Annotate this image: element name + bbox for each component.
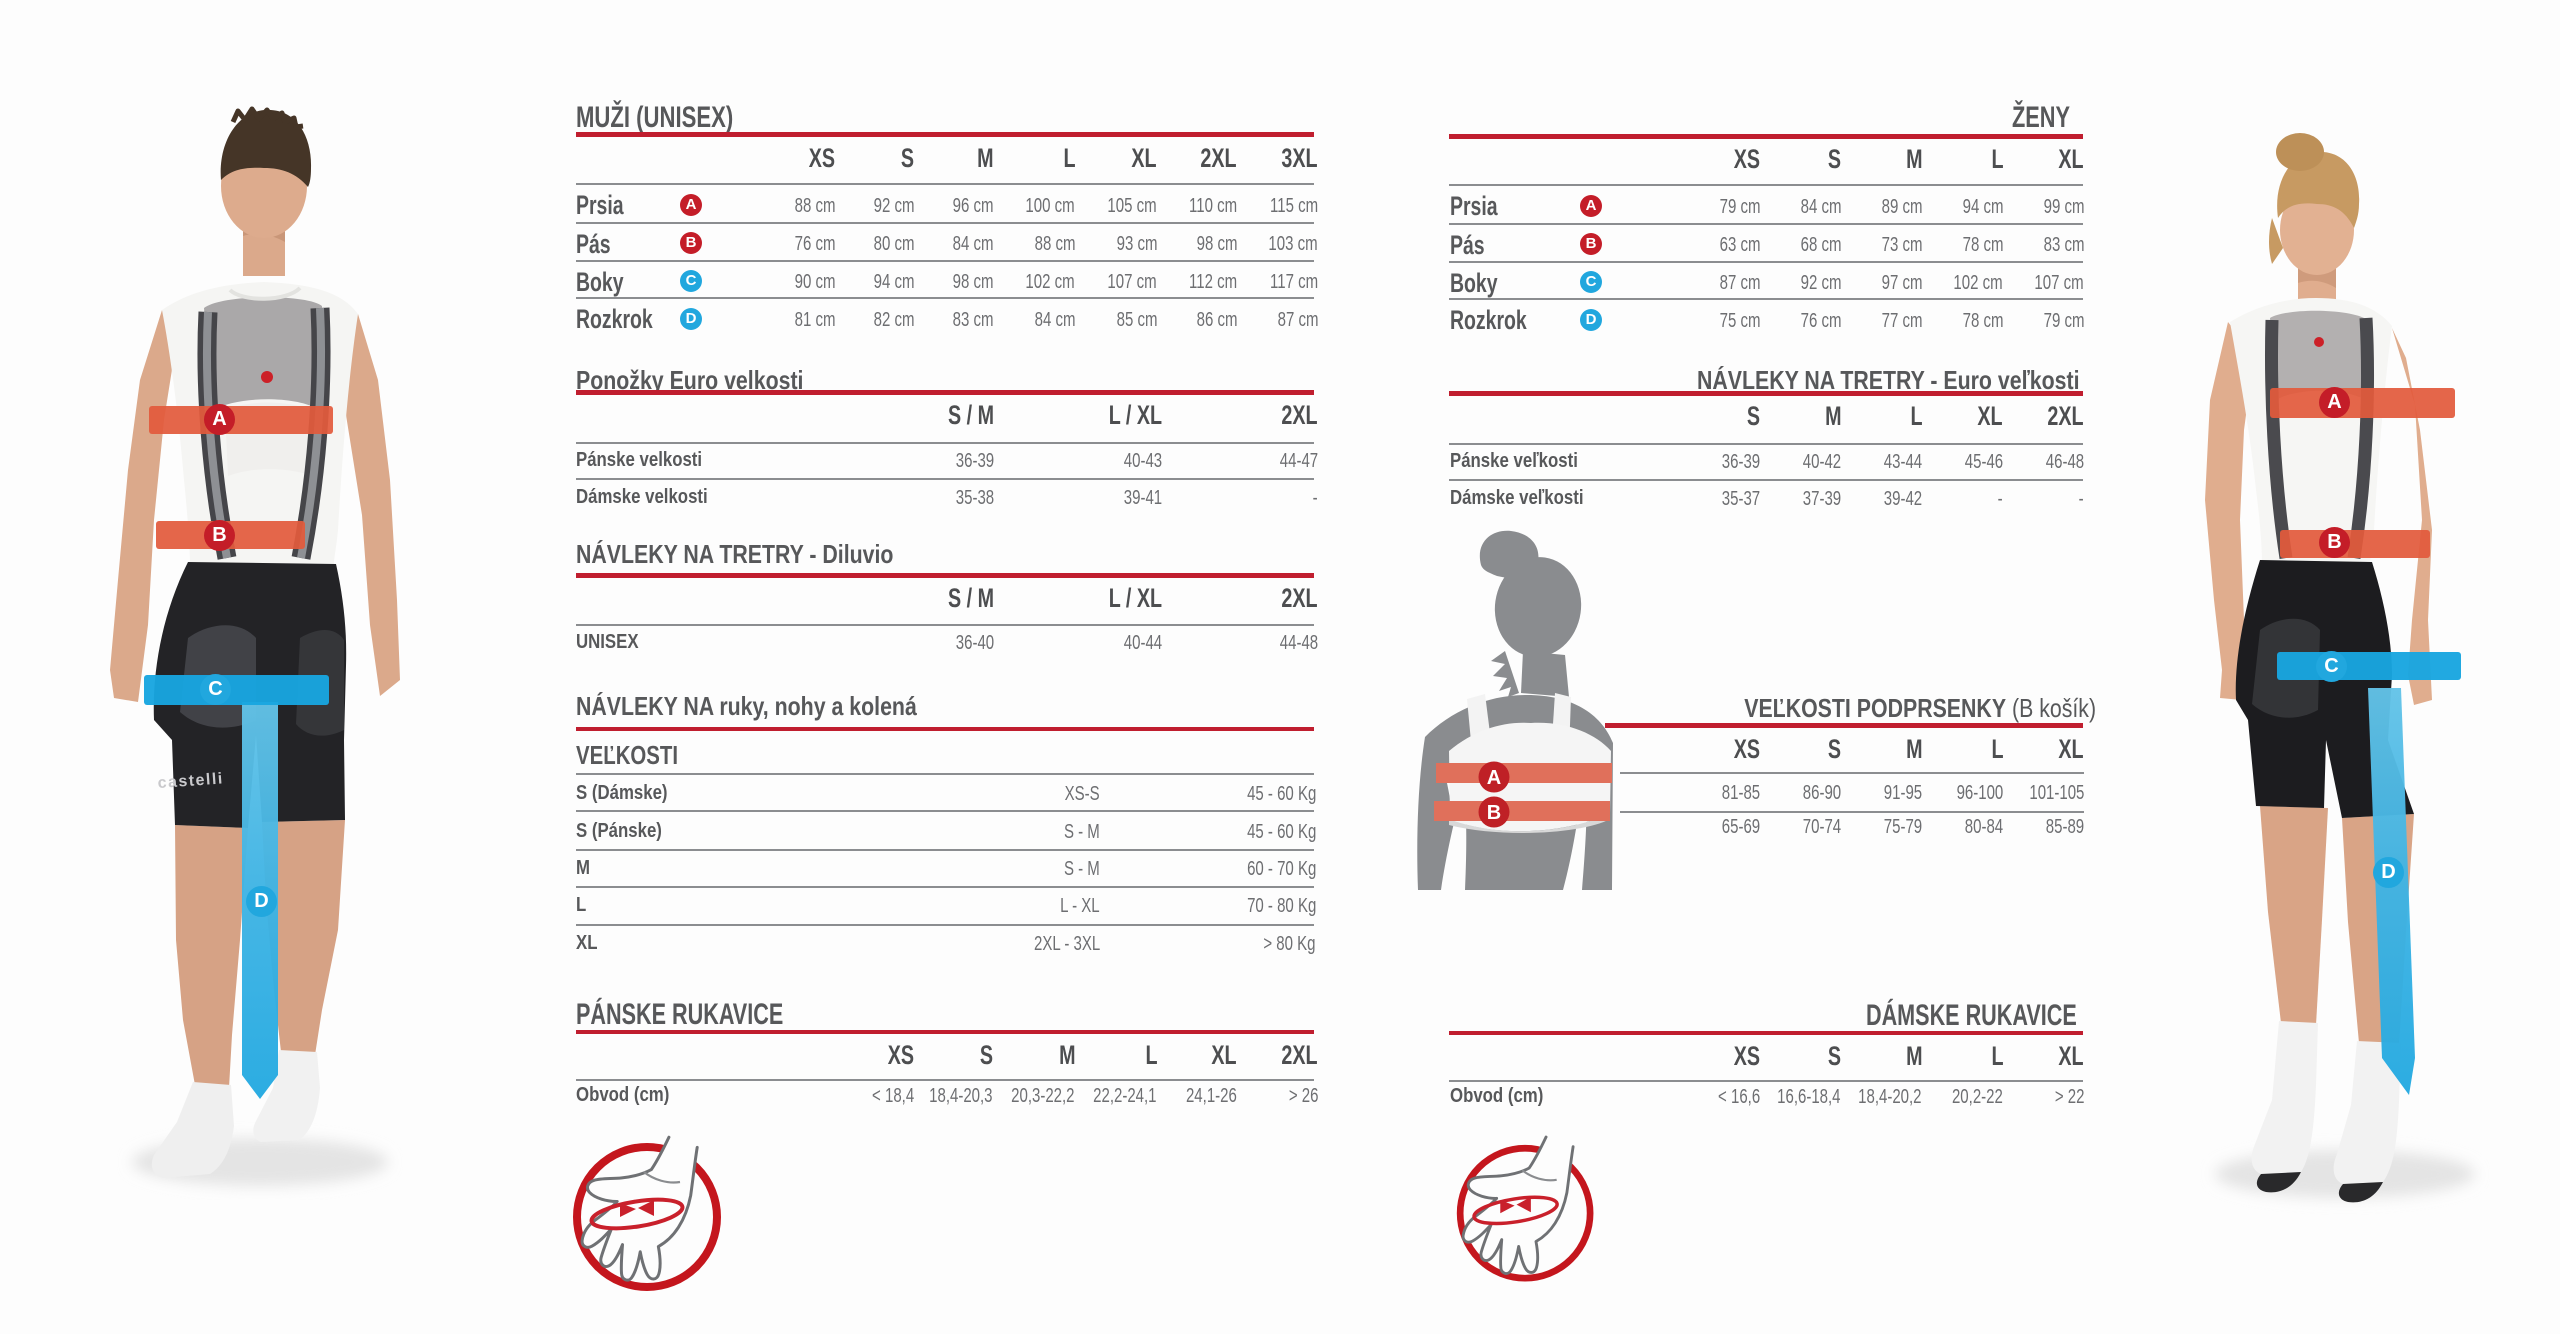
svg-text:B: B <box>1487 802 1501 824</box>
svg-text:castelli: castelli <box>157 770 224 792</box>
svg-text:A: A <box>1487 767 1501 789</box>
